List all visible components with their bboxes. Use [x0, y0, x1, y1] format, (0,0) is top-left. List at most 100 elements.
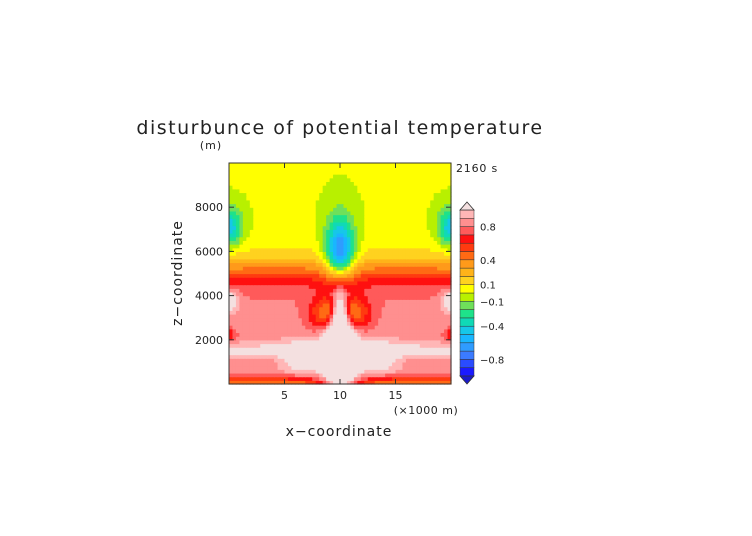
- heatmap-cell: [298, 221, 303, 227]
- heatmap-cell: [409, 221, 414, 227]
- heatmap-cell: [426, 269, 431, 275]
- heatmap-cell: [246, 196, 251, 201]
- heatmap-cell: [281, 288, 286, 293]
- heatmap-cell: [281, 339, 286, 345]
- heatmap-cell: [437, 347, 442, 352]
- heatmap-cell: [412, 310, 417, 315]
- heatmap-cell: [281, 361, 286, 367]
- heatmap-cell: [398, 291, 404, 297]
- heatmap-cell: [232, 240, 237, 245]
- heatmap-cell: [308, 310, 313, 315]
- heatmap-cell: [416, 376, 421, 381]
- heatmap-cell: [367, 214, 372, 219]
- heatmap-cell: [301, 236, 306, 241]
- heatmap-cell: [367, 192, 372, 197]
- heatmap-cell: [360, 376, 365, 381]
- heatmap-cell: [398, 372, 404, 378]
- heatmap-cell: [423, 174, 428, 179]
- heatmap-cell: [305, 336, 310, 341]
- heatmap-cell: [235, 343, 241, 348]
- heatmap-cell: [357, 240, 362, 245]
- heatmap-cell: [385, 196, 390, 201]
- heatmap-cell: [378, 277, 383, 282]
- heatmap-cell: [360, 203, 365, 208]
- heatmap-cell: [381, 291, 386, 297]
- heatmap-cell: [343, 247, 348, 252]
- heatmap-cell: [378, 232, 383, 238]
- heatmap-cell: [405, 273, 410, 278]
- heatmap-cell: [239, 347, 244, 352]
- heatmap-cell: [294, 244, 299, 249]
- heatmap-cell: [319, 350, 324, 356]
- heatmap-cell: [239, 258, 244, 264]
- heatmap-cell: [371, 369, 376, 374]
- heatmap-cell: [423, 262, 428, 267]
- heatmap-cell: [235, 196, 241, 201]
- heatmap-cell: [371, 332, 376, 337]
- heatmap-cell: [312, 343, 317, 348]
- heatmap-cell: [277, 251, 282, 256]
- heatmap-cell: [256, 328, 261, 334]
- heatmap-cell: [388, 365, 393, 370]
- heatmap-cell: [419, 310, 424, 315]
- heatmap-cell: [263, 240, 268, 245]
- heatmap-cell: [340, 365, 345, 370]
- heatmap-cell: [398, 317, 404, 322]
- heatmap-cell: [343, 255, 348, 260]
- heatmap-cell: [412, 328, 417, 334]
- heatmap-cell: [374, 291, 379, 297]
- heatmap-cell: [239, 232, 244, 238]
- heatmap-cell: [291, 174, 296, 179]
- colorbar-segment: [459, 218, 475, 227]
- heatmap-cell: [267, 258, 272, 264]
- heatmap-cell: [270, 339, 275, 345]
- heatmap-cell: [242, 273, 247, 278]
- heatmap-cell: [440, 273, 445, 278]
- heatmap-cell: [291, 365, 296, 370]
- heatmap-cell: [388, 174, 393, 179]
- heatmap-cell: [353, 229, 358, 234]
- heatmap-cell: [385, 255, 390, 260]
- heatmap-cell: [274, 210, 279, 216]
- heatmap-cell: [447, 214, 452, 219]
- heatmap-cell: [281, 225, 286, 230]
- heatmap-cell: [336, 221, 341, 227]
- heatmap-cell: [308, 166, 313, 171]
- heatmap-cell: [287, 163, 293, 168]
- heatmap-cell: [319, 347, 324, 352]
- heatmap-cell: [239, 302, 244, 308]
- heatmap-cell: [336, 185, 341, 190]
- heatmap-cell: [360, 251, 365, 256]
- heatmap-cell: [336, 181, 341, 186]
- heatmap-cell: [353, 214, 358, 219]
- heatmap-cell: [433, 185, 438, 190]
- heatmap-cell: [430, 339, 435, 345]
- heatmap-cell: [298, 339, 303, 345]
- heatmap-cell: [249, 325, 254, 330]
- heatmap-cell: [326, 214, 331, 219]
- heatmap-cell: [444, 251, 449, 256]
- heatmap-cell: [253, 218, 258, 223]
- heatmap-cell: [405, 170, 410, 175]
- heatmap-cell: [329, 266, 334, 271]
- heatmap-cell: [395, 199, 400, 205]
- heatmap-cell: [305, 166, 310, 171]
- heatmap-cell: [378, 218, 383, 223]
- heatmap-cell: [360, 280, 365, 286]
- heatmap-cell: [398, 244, 404, 249]
- heatmap-cell: [242, 347, 247, 352]
- heatmap-cell: [357, 266, 362, 271]
- heatmap-cell: [232, 317, 237, 322]
- heatmap-cell: [277, 314, 282, 319]
- heatmap-cell: [277, 280, 282, 286]
- heatmap-cell: [249, 273, 254, 278]
- heatmap-cell: [256, 376, 261, 381]
- heatmap-cell: [367, 262, 372, 267]
- heatmap-cell: [322, 170, 327, 175]
- heatmap-cell: [378, 328, 383, 334]
- heatmap-cell: [444, 214, 449, 219]
- heatmap-cell: [312, 203, 317, 208]
- heatmap-cell: [343, 170, 348, 175]
- heatmap-cell: [378, 203, 383, 208]
- heatmap-cell: [326, 354, 331, 359]
